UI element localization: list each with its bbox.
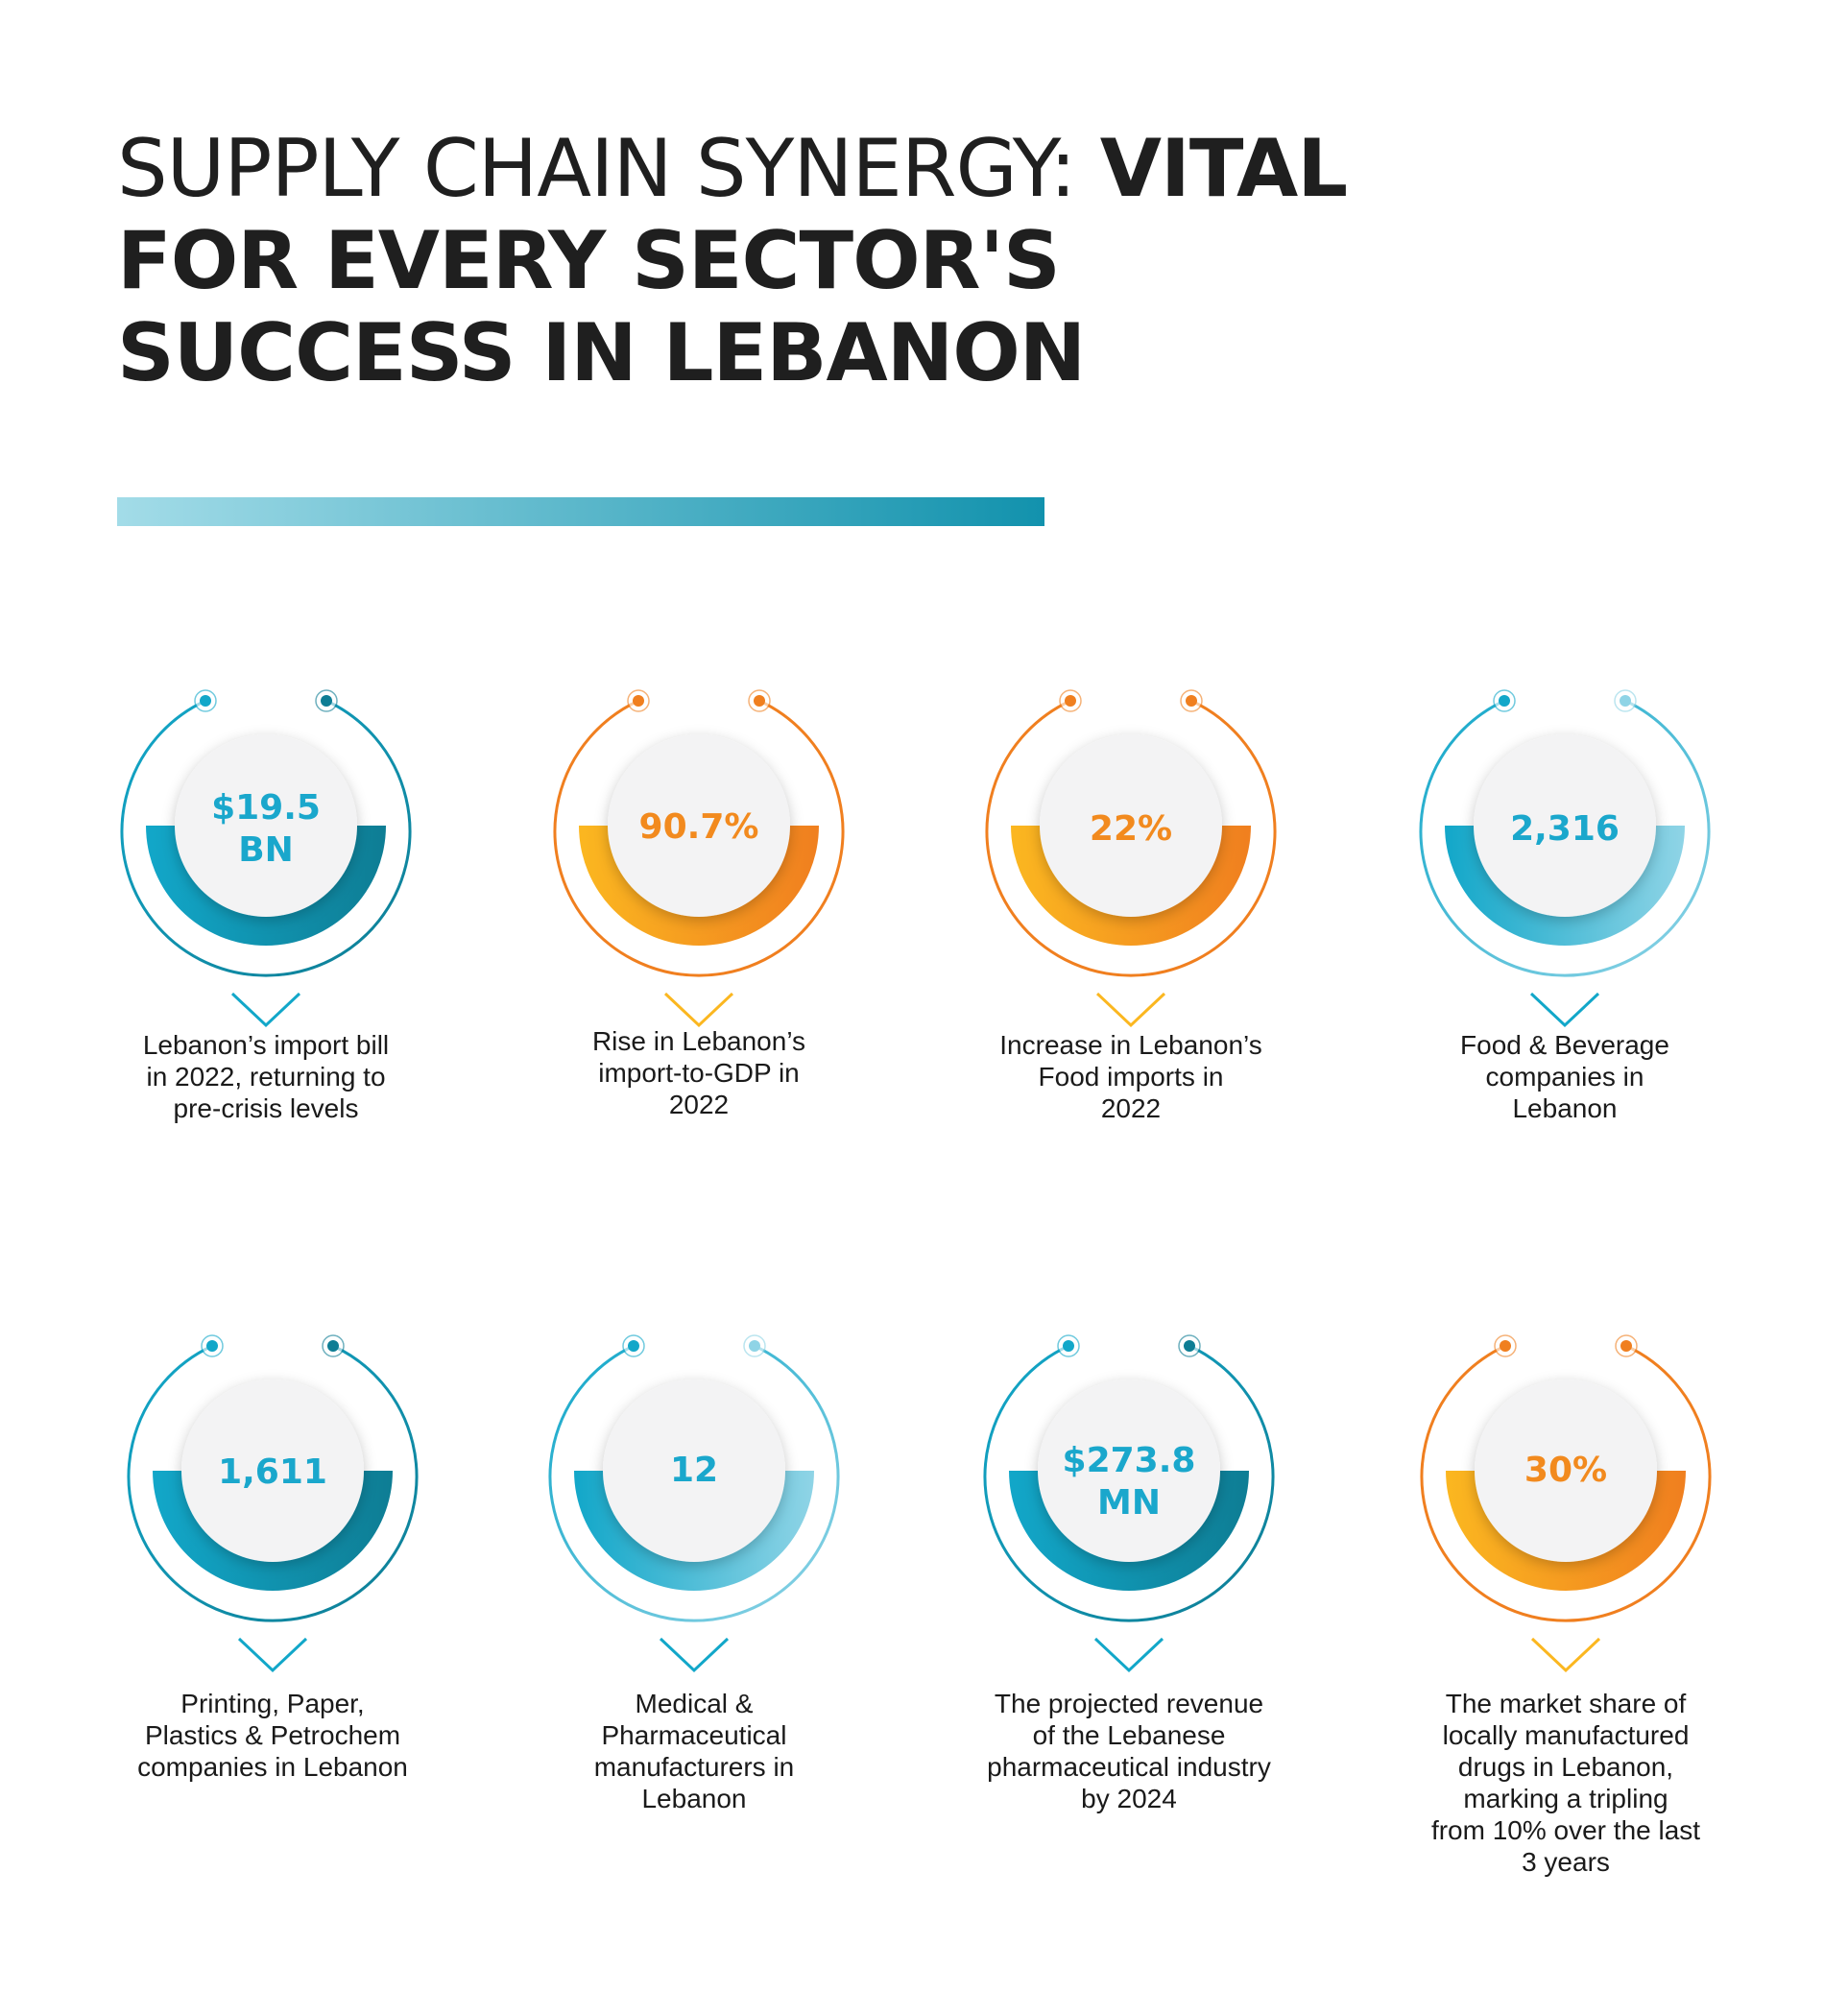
chevron-down-icon (1093, 1637, 1164, 1673)
stat-value: 12 (669, 1451, 719, 1490)
stat-card: 2,316 Food & Beverage companies in Lebano… (1402, 672, 1728, 1402)
ring-dot (327, 1340, 339, 1352)
chevron-down-icon (1529, 992, 1600, 1028)
stat-description: The market share of locally manufactured… (1430, 1689, 1701, 1877)
half-ring-band (1445, 826, 1685, 946)
stat-ring-graphic (120, 689, 412, 1028)
outer-ring (553, 699, 845, 977)
half-ring-band (579, 826, 819, 946)
outer-ring (1419, 699, 1711, 977)
stat-card: 1,611 Printing, Paper, Plastics & Petroch… (109, 1317, 436, 2016)
chevron-down-icon (237, 1637, 308, 1673)
value-disc (1040, 734, 1222, 917)
value-disc (1475, 1380, 1657, 1562)
outer-ring (985, 699, 1277, 977)
stat-card: 12 Medical & Pharmaceutical manufacturers… (531, 1317, 857, 2016)
outer-ring (548, 1344, 840, 1622)
ring-dot (1500, 1340, 1511, 1352)
stat-card: 30% The market share of locally manufactu… (1403, 1317, 1729, 2016)
half-ring-band (1446, 1471, 1686, 1591)
stat-value: $19.5 BN (211, 788, 321, 870)
stat-description: Medical & Pharmaceutical manufacturers i… (593, 1689, 795, 1813)
stat-description: Food & Beverage companies in Lebanon (1460, 1030, 1669, 1123)
value-disc (1474, 734, 1656, 917)
stat-description: Printing, Paper, Plastics & Petrochem co… (137, 1689, 408, 1782)
ring-dot (1065, 695, 1076, 707)
half-ring-band (1009, 1471, 1249, 1591)
stat-value: 90.7% (638, 807, 759, 847)
ring-dot (200, 695, 211, 707)
value-disc (603, 1380, 785, 1562)
stat-description: The projected revenue of the Lebanese ph… (987, 1689, 1271, 1813)
chevron-down-icon (663, 992, 734, 1028)
stat-value: 1,611 (218, 1452, 327, 1492)
half-ring-band (153, 1471, 393, 1591)
page-title: SUPPLY CHAIN SYNERGY: VITAL FOR EVERY SE… (117, 123, 1442, 399)
stat-description: Increase in Lebanon’s Food imports in 20… (999, 1030, 1262, 1123)
outer-ring (127, 1344, 419, 1622)
ring-dot (206, 1340, 218, 1352)
stat-card: $273.8 MN The projected revenue of the Le… (966, 1317, 1292, 2016)
ring-dot (1186, 695, 1197, 707)
stat-ring-graphic (985, 689, 1277, 1028)
ring-dot (1184, 1340, 1195, 1352)
stat-card: 22% Increase in Lebanon’s Food imports in… (968, 672, 1294, 1402)
chevron-down-icon (230, 992, 301, 1028)
stat-card: 90.7% Rise in Lebanon’s import-to-GDP in … (536, 672, 862, 1402)
stat-ring-graphic (548, 1334, 840, 1673)
value-disc (181, 1380, 364, 1562)
ring-dot (754, 695, 765, 707)
accent-divider (117, 497, 1044, 526)
stat-value: 30% (1524, 1451, 1608, 1490)
outer-ring (120, 699, 412, 977)
outer-ring (983, 1344, 1275, 1622)
title-bold: VITAL FOR EVERY SECTOR'S SUCCESS IN LEBA… (117, 122, 1348, 399)
chevron-down-icon (1095, 992, 1166, 1028)
stat-ring-graphic (127, 1334, 419, 1673)
stat-value: 22% (1089, 809, 1173, 849)
ring-dot (321, 695, 332, 707)
ring-dot (1063, 1340, 1074, 1352)
stat-value: 2,316 (1510, 809, 1620, 849)
stat-value: $273.8 MN (1062, 1441, 1196, 1523)
outer-ring (1420, 1344, 1712, 1622)
value-disc (608, 734, 790, 917)
half-ring-band (574, 1471, 814, 1591)
stat-ring-graphic (1420, 1334, 1712, 1673)
value-disc (175, 734, 357, 917)
stat-ring-graphic (553, 689, 845, 1028)
ring-dot (1620, 1340, 1632, 1352)
ring-dot (749, 1340, 760, 1352)
title-light: SUPPLY CHAIN SYNERGY: (117, 122, 1100, 215)
ring-dot (1499, 695, 1510, 707)
value-disc (1038, 1380, 1220, 1562)
chevron-down-icon (1530, 1637, 1601, 1673)
ring-dot (1620, 695, 1631, 707)
ring-dot (628, 1340, 639, 1352)
stat-description: Rise in Lebanon’s import-to-GDP in 2022 (591, 1026, 806, 1119)
stat-ring-graphic (1419, 689, 1711, 1028)
stat-description: Lebanon’s import bill in 2022, returning… (142, 1030, 390, 1123)
half-ring-band (146, 826, 386, 946)
ring-dot (633, 695, 644, 707)
chevron-down-icon (659, 1637, 730, 1673)
stat-card: $19.5 BN Lebanon’s import bill in 2022, r… (103, 672, 429, 1402)
half-ring-band (1011, 826, 1251, 946)
stat-ring-graphic (983, 1334, 1275, 1673)
